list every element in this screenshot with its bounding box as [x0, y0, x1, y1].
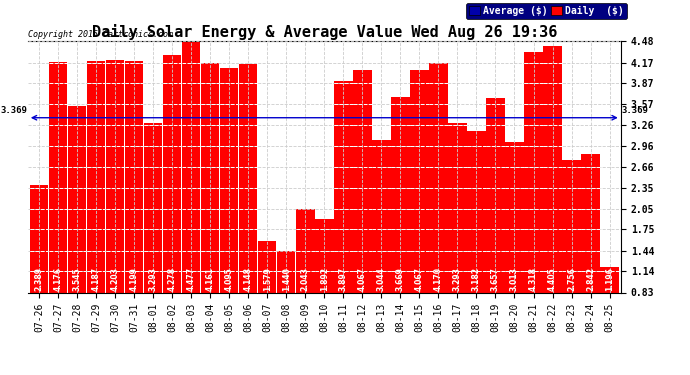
Text: 4.203: 4.203: [110, 267, 119, 291]
Bar: [277, 251, 295, 350]
Text: 4.176: 4.176: [54, 267, 63, 291]
Bar: [505, 142, 524, 350]
Bar: [353, 70, 371, 350]
Text: Copyright 2015 Cartronics.com: Copyright 2015 Cartronics.com: [28, 30, 172, 39]
Bar: [429, 63, 448, 350]
Text: 3.369: 3.369: [0, 106, 27, 115]
Text: 2.842: 2.842: [586, 267, 595, 291]
Text: 4.318: 4.318: [529, 267, 538, 291]
Text: 2.043: 2.043: [301, 267, 310, 291]
Bar: [372, 140, 391, 350]
Text: 4.067: 4.067: [358, 267, 367, 291]
Bar: [448, 123, 466, 350]
Text: 4.148: 4.148: [244, 267, 253, 291]
Bar: [125, 61, 144, 350]
Bar: [68, 106, 86, 350]
Bar: [163, 55, 181, 350]
Text: 3.182: 3.182: [472, 267, 481, 291]
Text: 1.892: 1.892: [319, 267, 329, 291]
Bar: [220, 68, 239, 350]
Text: 4.477: 4.477: [187, 267, 196, 291]
Bar: [467, 130, 486, 350]
Text: 3.657: 3.657: [491, 267, 500, 291]
Text: 3.545: 3.545: [72, 267, 81, 291]
Bar: [49, 62, 67, 350]
Text: 4.161: 4.161: [206, 267, 215, 291]
Text: 2.756: 2.756: [567, 267, 576, 291]
Bar: [239, 64, 257, 350]
Legend: Average ($), Daily  ($): Average ($), Daily ($): [466, 3, 627, 19]
Bar: [315, 219, 333, 350]
Bar: [258, 241, 277, 350]
Bar: [486, 98, 504, 350]
Bar: [144, 123, 162, 350]
Text: 4.278: 4.278: [168, 267, 177, 291]
Text: 2.389: 2.389: [34, 267, 43, 291]
Bar: [600, 267, 619, 350]
Bar: [524, 53, 543, 350]
Text: 3.669: 3.669: [396, 267, 405, 291]
Bar: [391, 97, 410, 350]
Bar: [201, 63, 219, 350]
Bar: [106, 60, 124, 350]
Text: 3.293: 3.293: [148, 267, 157, 291]
Bar: [30, 185, 48, 350]
Bar: [182, 42, 200, 350]
Bar: [562, 160, 581, 350]
Text: 4.187: 4.187: [92, 267, 101, 291]
Bar: [87, 62, 106, 350]
Text: 3.369: 3.369: [622, 106, 649, 115]
Text: 4.067: 4.067: [415, 267, 424, 291]
Title: Daily Solar Energy & Average Value Wed Aug 26 19:36: Daily Solar Energy & Average Value Wed A…: [92, 24, 557, 40]
Text: 4.199: 4.199: [130, 267, 139, 291]
Text: 1.196: 1.196: [605, 267, 614, 291]
Bar: [334, 81, 353, 350]
Bar: [543, 46, 562, 350]
Bar: [582, 154, 600, 350]
Text: 1.440: 1.440: [282, 267, 290, 291]
Bar: [296, 209, 315, 350]
Text: 4.405: 4.405: [548, 267, 557, 291]
Text: 3.013: 3.013: [510, 267, 519, 291]
Bar: [410, 70, 428, 350]
Text: 4.170: 4.170: [434, 267, 443, 291]
Text: 1.579: 1.579: [263, 267, 272, 291]
Text: 3.044: 3.044: [377, 267, 386, 291]
Text: 4.095: 4.095: [225, 267, 234, 291]
Text: 3.897: 3.897: [339, 267, 348, 291]
Text: 3.293: 3.293: [453, 267, 462, 291]
